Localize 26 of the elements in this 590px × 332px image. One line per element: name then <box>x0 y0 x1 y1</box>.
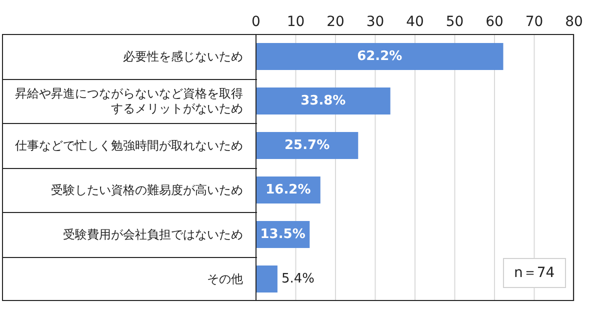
x-tick-label: 40 <box>406 14 424 30</box>
bar <box>256 132 358 159</box>
y-tick-label: 昇給や昇進につながらないなど資格を取得するメリットがないため <box>15 86 243 116</box>
x-tick-label: 50 <box>446 14 464 30</box>
x-tick-label: 70 <box>525 14 544 30</box>
data-label: 13.5% <box>260 227 306 242</box>
annotation: n＝74 <box>503 258 566 288</box>
y-tick-label: 受験したい資格の難易度が高いため <box>51 182 243 197</box>
bar <box>256 43 504 70</box>
x-tick-label: 20 <box>326 14 344 30</box>
y-tick-label: 受験費用が会社負担ではないため <box>63 227 243 242</box>
y-tick-label: 必要性を感じないため <box>123 49 243 64</box>
bar <box>256 88 390 114</box>
data-label: 33.8% <box>300 94 346 108</box>
x-tick-label: 0 <box>252 14 260 30</box>
x-tick-label: 30 <box>366 14 384 30</box>
data-label: 16.2% <box>266 182 311 198</box>
x-tick-label: 60 <box>486 14 504 30</box>
data-label: 62.2% <box>357 49 402 64</box>
x-tick-label: 10 <box>286 14 305 30</box>
y-tick-label: 仕事などで忙しく勉強時間が取れないため <box>14 138 243 152</box>
bar <box>256 266 278 292</box>
data-label: 25.7% <box>284 138 330 153</box>
data-label: 5.4% <box>281 272 314 286</box>
y-tick-label: その他 <box>207 272 243 286</box>
x-tick-label: 80 <box>565 14 583 30</box>
